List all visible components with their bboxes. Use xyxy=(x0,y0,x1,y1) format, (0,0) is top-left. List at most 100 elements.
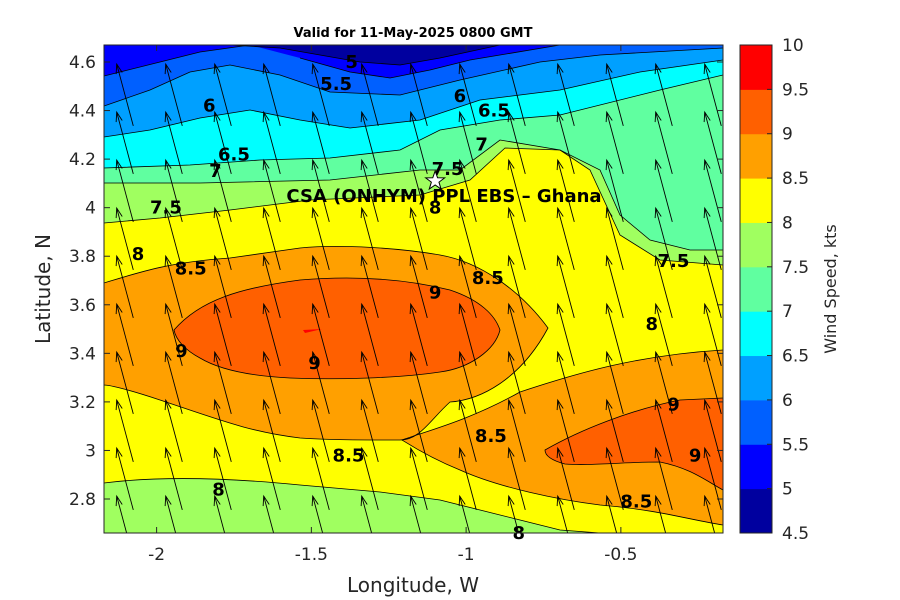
colorbar-segment xyxy=(740,222,772,268)
chart-title: Valid for 11-May-2025 0800 GMT xyxy=(294,26,533,41)
contour-label: 7 xyxy=(209,161,222,182)
wind-arrow xyxy=(164,494,177,533)
wind-arrow xyxy=(360,350,379,415)
wind-arrow xyxy=(213,398,232,463)
wind-arrow xyxy=(703,62,722,127)
contour-fill-layer xyxy=(104,45,723,533)
wind-arrow xyxy=(605,302,624,367)
wind-arrow xyxy=(605,206,624,271)
wind-arrow xyxy=(311,494,324,533)
contour-label: 9 xyxy=(308,353,321,374)
x-axis: -2 -1.5 -1 -0.5 xyxy=(148,45,637,565)
contour-label: 8 xyxy=(646,314,659,335)
wind-arrow xyxy=(164,158,183,223)
wind-arrow xyxy=(703,494,716,533)
y-tick-label: 4.2 xyxy=(69,150,96,170)
colorbar-tick-label: 4.5 xyxy=(782,524,809,544)
wind-arrow xyxy=(409,62,428,127)
wind-arrow xyxy=(556,62,575,127)
wind-arrow xyxy=(654,206,673,271)
y-axis: 2.8 3 3.2 3.4 3.6 3.8 4 4.2 4.4 4.6 xyxy=(69,53,723,510)
wind-arrow xyxy=(115,110,134,175)
x-tick-label: -0.5 xyxy=(604,545,637,565)
wind-arrow xyxy=(556,254,575,319)
wind-arrow xyxy=(213,254,232,319)
wind-arrow xyxy=(262,206,281,271)
colorbar-tick-label: 5.5 xyxy=(782,435,809,455)
contour-label: 9 xyxy=(429,283,442,304)
wind-arrow xyxy=(311,446,330,511)
wind-arrow xyxy=(213,206,232,271)
wind-arrow xyxy=(360,110,379,175)
contour-line-7.5 xyxy=(104,139,723,251)
wind-arrow xyxy=(703,446,722,511)
contour-line-8-south xyxy=(104,478,601,533)
wind-arrow xyxy=(556,110,575,175)
wind-arrow xyxy=(556,494,569,533)
wind-arrow xyxy=(654,254,673,319)
wind-arrow xyxy=(507,254,526,319)
wind-arrow xyxy=(458,446,477,511)
wind-arrow xyxy=(605,494,618,533)
contour-line-6 xyxy=(104,47,723,107)
contour-label: 7.5 xyxy=(150,198,182,219)
wind-arrow xyxy=(556,398,575,463)
y-tick-label: 3 xyxy=(85,441,96,461)
wind-arrow xyxy=(507,350,526,415)
contour-label: 8.5 xyxy=(472,268,504,289)
contour-label: 8.5 xyxy=(620,491,652,512)
wind-arrow xyxy=(605,350,624,415)
wind-arrow xyxy=(311,206,330,271)
wind-arrow xyxy=(164,254,183,319)
contour-lines xyxy=(104,45,723,533)
wind-arrow xyxy=(262,254,281,319)
plot-frame xyxy=(103,44,724,534)
wind-arrow xyxy=(360,158,379,223)
wind-arrow xyxy=(311,62,330,127)
contour-label: 9 xyxy=(689,445,702,466)
wind-arrow xyxy=(654,446,673,511)
wind-arrow xyxy=(507,302,526,367)
wind-arrow xyxy=(703,302,722,367)
wind-arrow xyxy=(605,398,624,463)
wind-arrow xyxy=(605,62,624,127)
wind-arrow xyxy=(164,446,183,511)
wind-arrow xyxy=(507,398,526,463)
colorbar-tick-label: 6 xyxy=(782,391,793,411)
wind-arrow xyxy=(262,350,281,415)
wind-arrow xyxy=(556,302,575,367)
contour-label: 5 xyxy=(345,52,358,73)
y-tick-label: 3.8 xyxy=(69,247,96,267)
wind-arrow xyxy=(262,302,281,367)
wind-arrow xyxy=(115,494,128,533)
colorbar-tick-label: 9 xyxy=(782,125,793,145)
wind-arrow xyxy=(409,350,428,415)
contour-line-8.5-east xyxy=(401,349,723,526)
wind-arrow xyxy=(654,110,673,175)
contour-label: 8 xyxy=(132,244,145,265)
wind-arrow xyxy=(458,494,471,533)
contour-line-9-west xyxy=(173,277,501,380)
wind-arrow xyxy=(213,110,232,175)
y-tick-label: 3.4 xyxy=(69,344,96,364)
wind-arrow xyxy=(115,254,134,319)
wind-arrow xyxy=(360,398,379,463)
x-tick-label: -2 xyxy=(148,545,165,565)
wind-arrow xyxy=(654,302,673,367)
wind-arrow xyxy=(556,158,575,223)
contour-label: 8.5 xyxy=(333,445,365,466)
colorbar-segment xyxy=(740,89,772,135)
wind-arrow xyxy=(458,158,477,223)
wind-arrow xyxy=(164,110,183,175)
wind-arrow xyxy=(654,350,673,415)
wind-arrow xyxy=(409,302,428,367)
wind-arrow xyxy=(360,254,379,319)
wind-vector-layer xyxy=(115,62,722,533)
contour-line-9-east xyxy=(544,397,723,491)
wind-arrow xyxy=(703,110,722,175)
wind-arrow xyxy=(409,254,428,319)
contour-label: 9 xyxy=(175,341,188,362)
wind-arrow xyxy=(262,62,281,127)
colorbar-segment xyxy=(740,488,772,534)
wind-arrow xyxy=(654,158,673,223)
